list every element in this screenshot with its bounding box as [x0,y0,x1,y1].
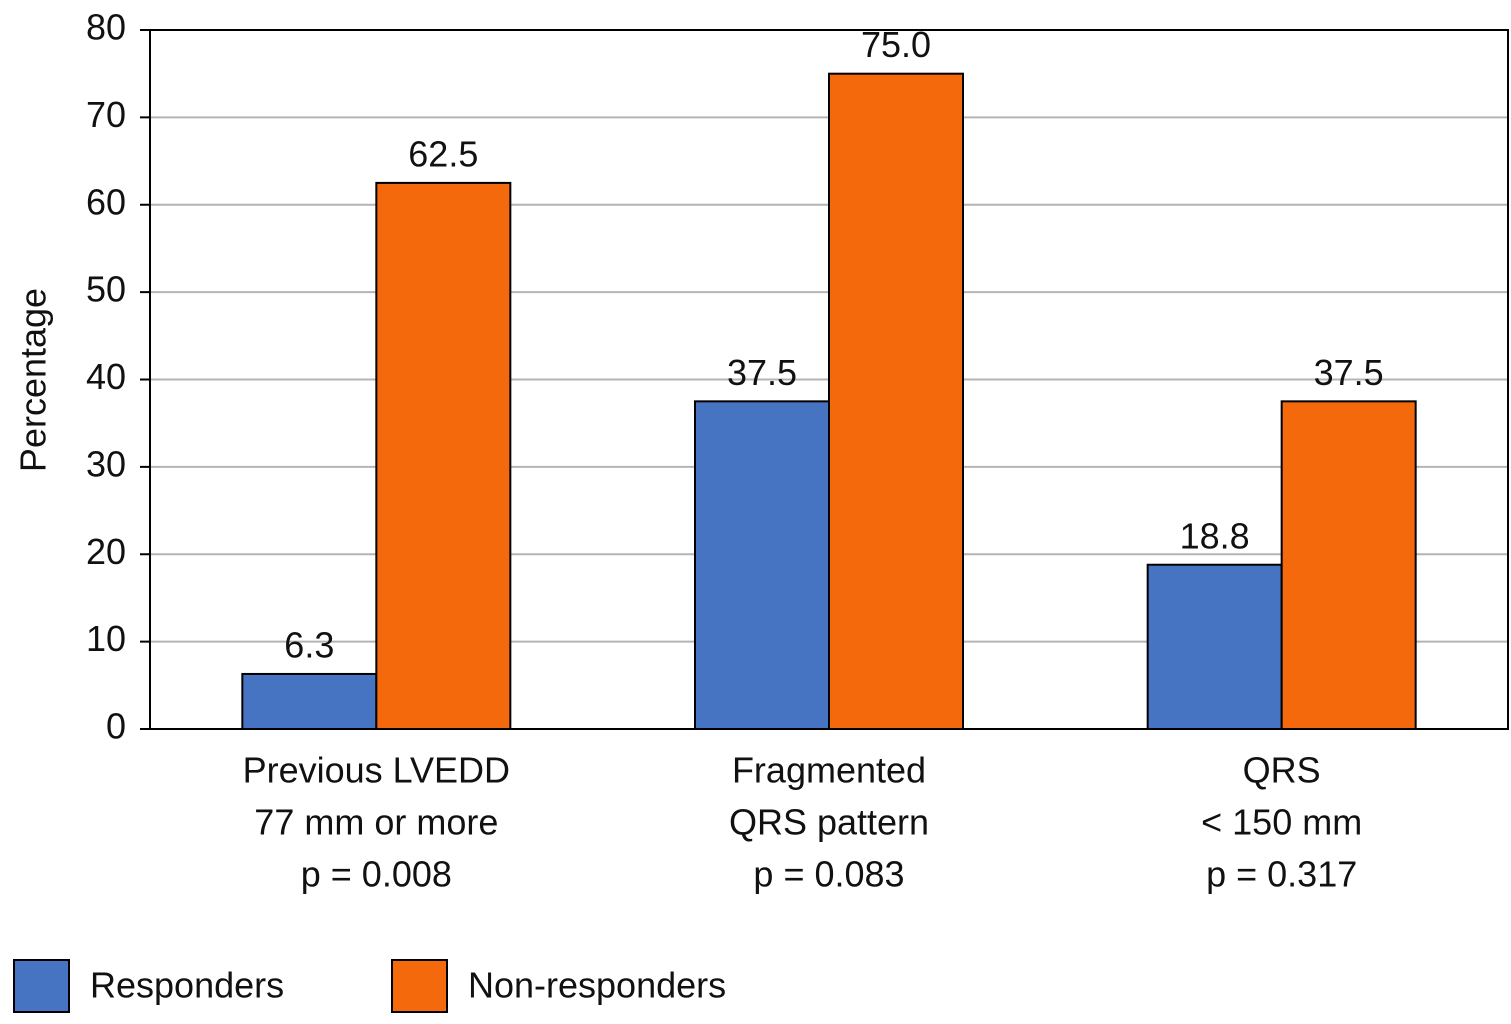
x-tick-label: < 150 mm [1201,802,1362,843]
value-label: 18.8 [1180,515,1250,556]
y-axis-label: Percentage [13,288,54,472]
legend-swatch [13,959,70,1013]
bar [1280,400,1417,730]
y-tick-label: 40 [86,356,126,397]
value-label: 62.5 [408,133,478,174]
bar [694,400,830,730]
y-tick-label: 80 [86,7,126,48]
y-tick-label: 30 [86,443,126,484]
y-tick-label: 60 [86,181,126,222]
bar [241,672,378,730]
x-tick-label: p = 0.317 [1206,854,1357,895]
x-tick-label: p = 0.083 [753,854,904,895]
y-tick-label: 20 [86,531,126,572]
y-tick-label: 0 [106,706,126,747]
x-tick-label: Fragmented [732,750,926,791]
bar [828,72,964,730]
x-tick-label: QRS pattern [729,802,929,843]
y-tick-label: 10 [86,618,126,659]
value-label: 37.5 [727,352,797,393]
bar [375,181,512,730]
value-label: 37.5 [1314,352,1384,393]
legend-label: Responders [90,965,284,1006]
x-tick-label: p = 0.008 [301,854,452,895]
bar [1146,563,1283,730]
y-tick-label: 50 [86,269,126,310]
value-label: 6.3 [284,624,334,665]
legend-swatch [391,959,448,1013]
value-label: 75.0 [861,24,931,65]
x-tick-label: Previous LVEDD [243,750,510,791]
x-tick-label: 77 mm or more [254,802,498,843]
legend-label: Non-responders [468,965,726,1006]
x-tick-label: QRS [1243,750,1321,791]
y-tick-label: 70 [86,94,126,135]
